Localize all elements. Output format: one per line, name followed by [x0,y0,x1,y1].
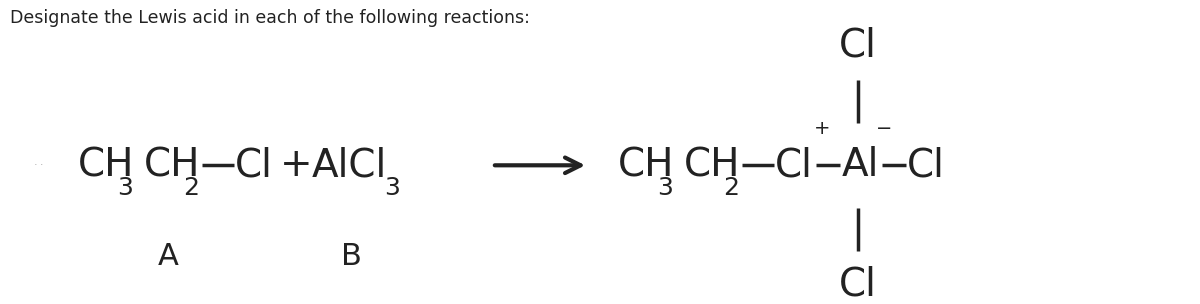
Text: +: + [280,146,312,184]
Text: 3: 3 [118,176,133,200]
Text: Cl: Cl [839,266,877,304]
Text: . .: . . [34,157,43,168]
Text: Cl: Cl [907,146,946,184]
Text: A: A [157,242,179,271]
Text: 3: 3 [384,176,400,200]
Text: B: B [341,242,362,271]
Text: CH: CH [144,146,200,184]
Text: Cl: Cl [775,146,814,184]
Text: Designate the Lewis acid in each of the following reactions:: Designate the Lewis acid in each of the … [10,9,529,26]
Text: Cl: Cl [839,27,877,65]
Text: AlCl: AlCl [312,146,388,184]
Text: Cl: Cl [235,146,274,184]
Text: CH: CH [618,146,674,184]
Text: 2: 2 [184,176,199,200]
Text: CH: CH [78,146,134,184]
Text: −: − [876,119,893,138]
Text: Al: Al [841,146,878,184]
Text: +: + [814,119,830,138]
Text: 3: 3 [658,176,673,200]
Text: 2: 2 [724,176,739,200]
Text: CH: CH [684,146,740,184]
